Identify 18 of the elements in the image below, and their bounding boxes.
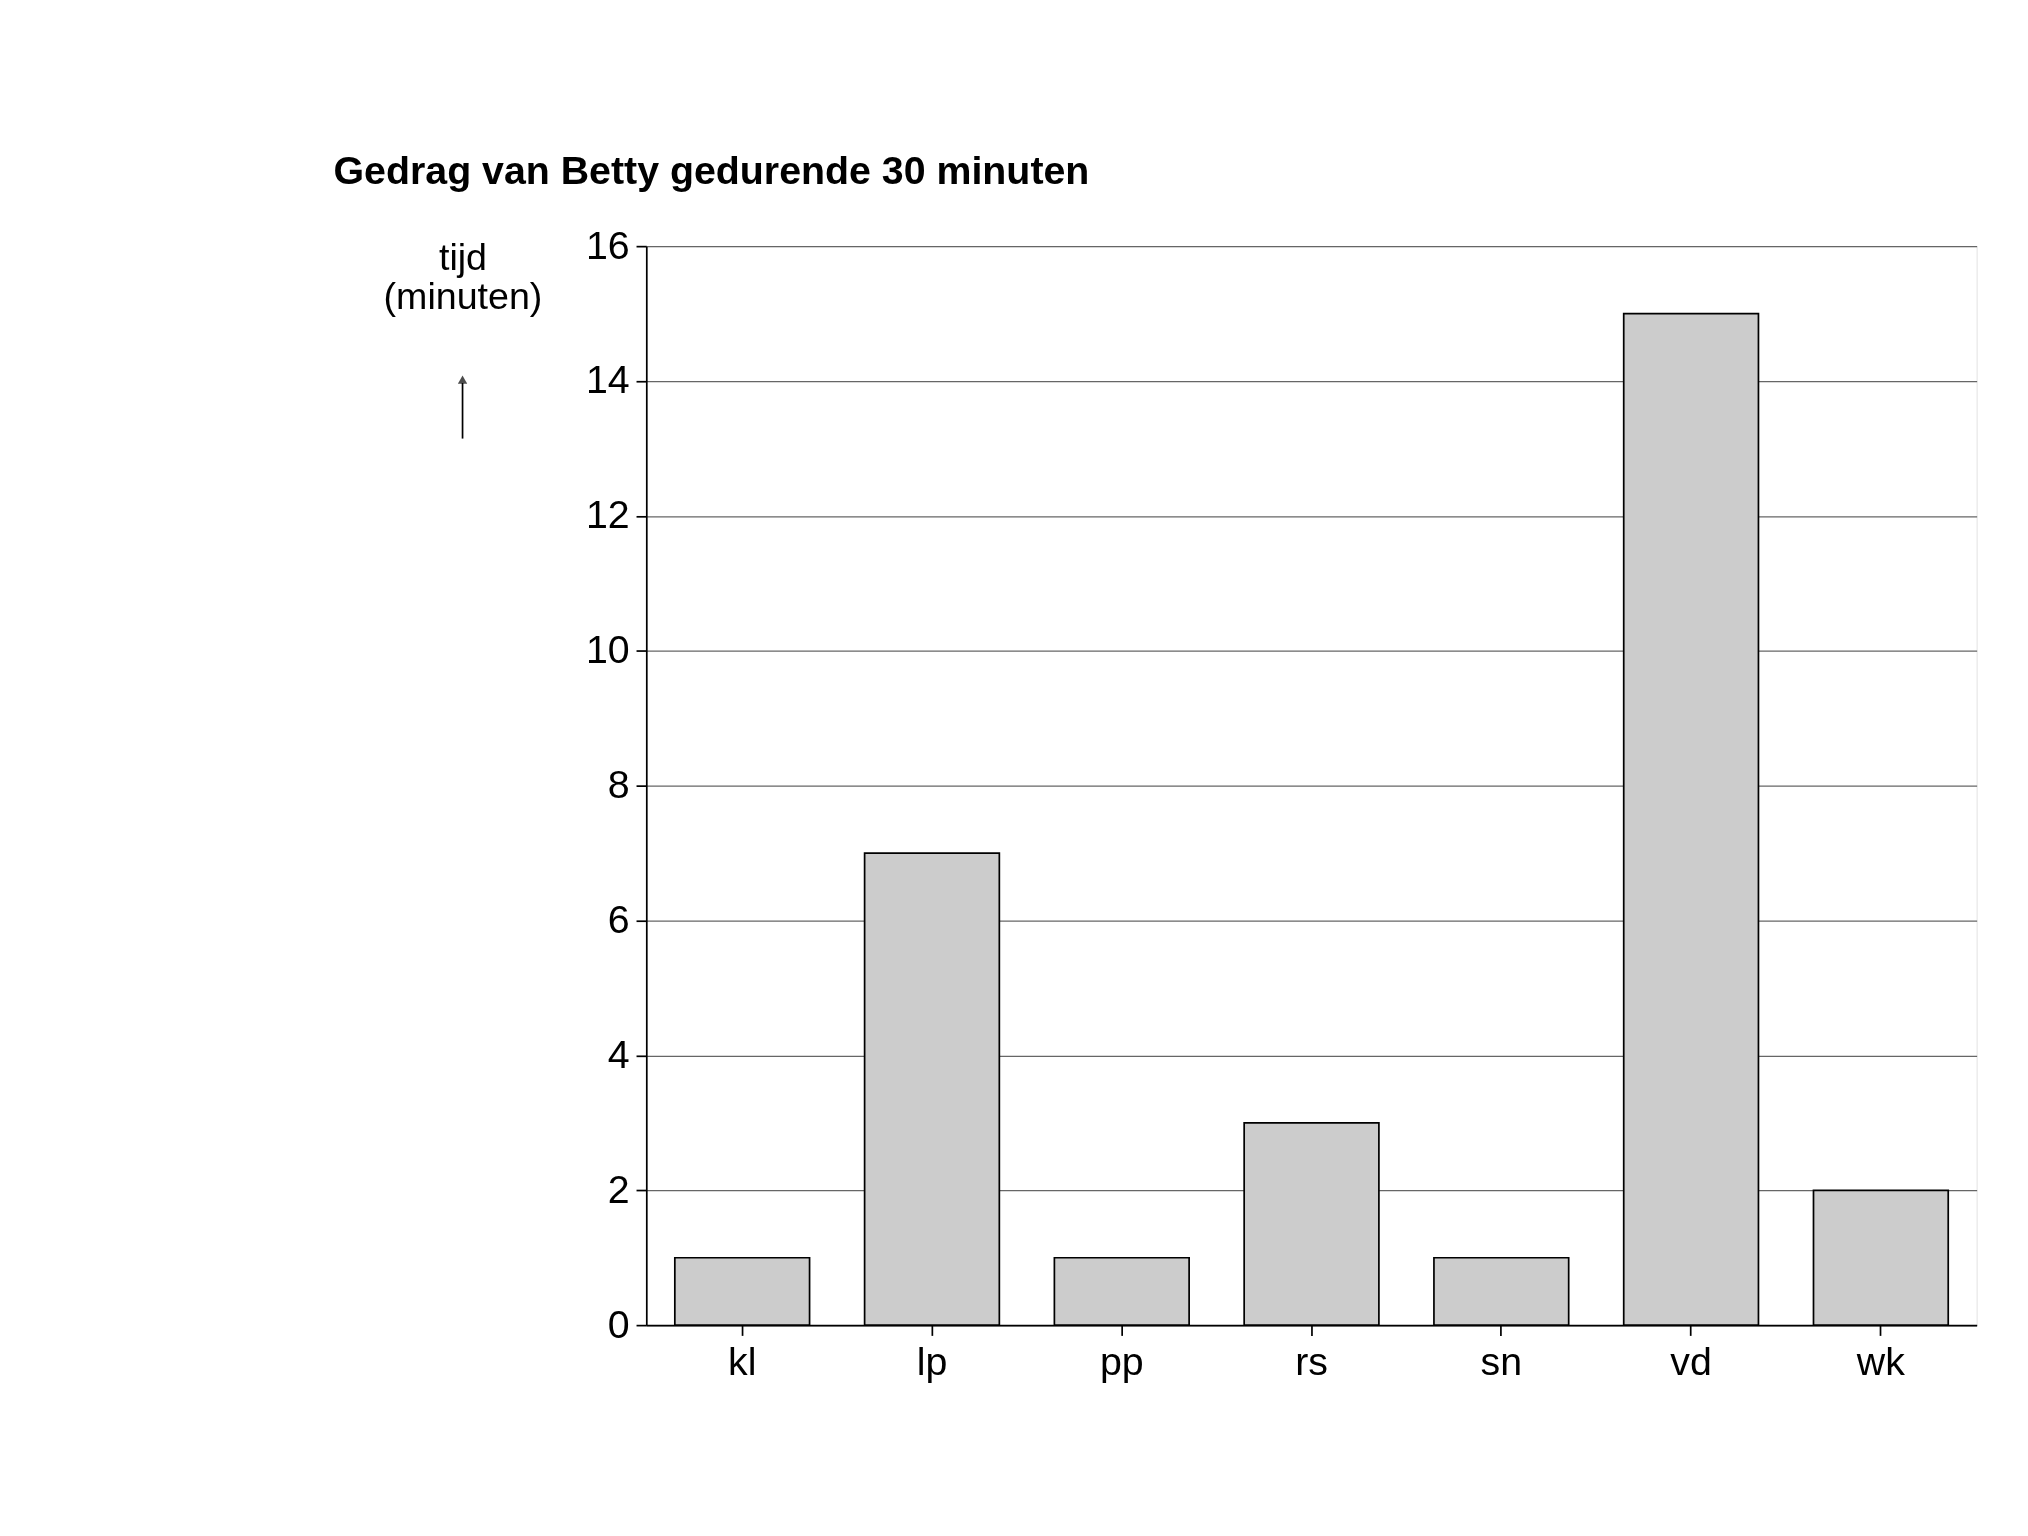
y-tick-label: 8 [607, 762, 630, 807]
x-tick-label: rs [1295, 1339, 1328, 1384]
y-tick-label: 10 [585, 627, 630, 672]
x-tick-label: pp [1099, 1339, 1144, 1384]
y-tick-label: 0 [607, 1301, 630, 1346]
x-tick-label: kl [728, 1339, 757, 1384]
y-tick-label: 6 [607, 896, 630, 941]
y-axis-title: tijd (minuten) [383, 235, 543, 318]
y-tick-label: 2 [607, 1166, 630, 1211]
x-tick-label: wk [1855, 1339, 1906, 1384]
y-tick-label: 4 [607, 1031, 630, 1076]
y-tick-label: 14 [585, 357, 630, 402]
x-tick-label: vd [1670, 1339, 1712, 1384]
y-tick-label: 16 [585, 222, 630, 267]
chart-title: Gedrag van Betty gedurende 30 minuten [333, 147, 1090, 192]
y-tick-label: 12 [585, 492, 630, 537]
x-tick-label: lp [916, 1339, 948, 1384]
x-tick-label: sn [1480, 1339, 1523, 1384]
